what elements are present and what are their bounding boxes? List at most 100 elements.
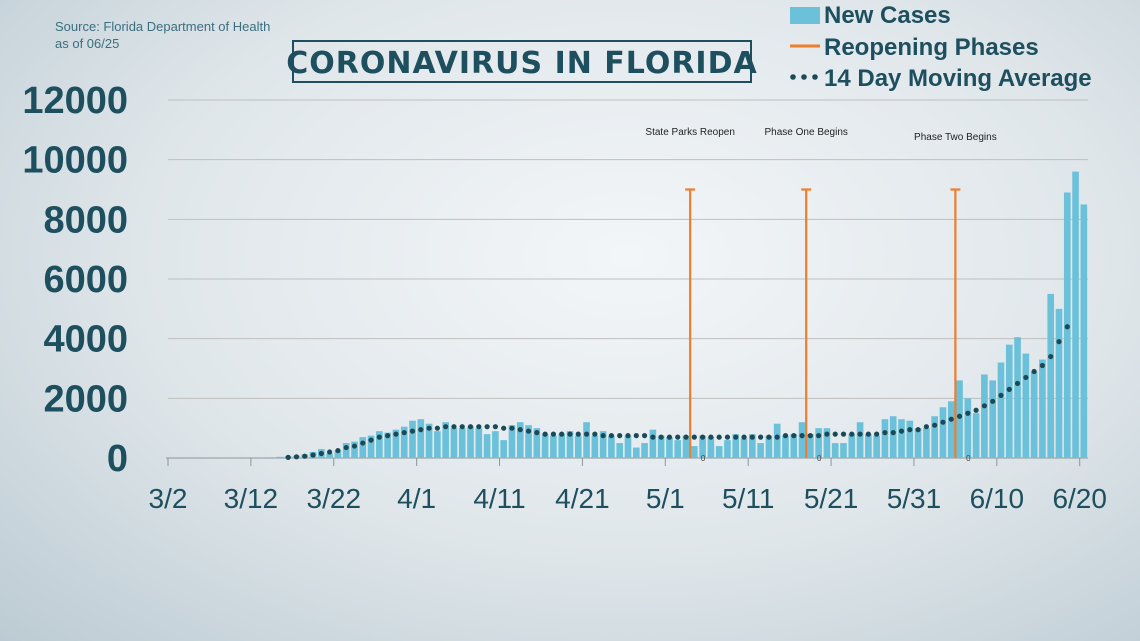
x-tick-label: 5/1 (646, 483, 685, 514)
new-cases-bar (956, 380, 963, 458)
moving-average-point (575, 431, 581, 437)
moving-average-point (1014, 380, 1021, 387)
new-cases-bar (773, 423, 781, 458)
new-cases-bar (525, 425, 532, 458)
moving-average-point (583, 431, 590, 437)
reopening-phase-lines: State Parks Reopen 0 Phase One Begins 0 Phas… (645, 127, 996, 463)
moving-average-point (658, 434, 664, 440)
new-cases-bar (400, 426, 408, 458)
moving-average-point (550, 431, 557, 437)
moving-average-point (691, 434, 697, 440)
moving-average-point (409, 428, 416, 434)
new-cases-bar (550, 435, 557, 459)
legend-new-cases-swatch (790, 7, 820, 24)
moving-average-point (675, 434, 681, 440)
source-line: Source: Florida Department of Health (55, 19, 270, 34)
moving-average-point (476, 424, 482, 430)
new-cases-bar (765, 435, 773, 459)
moving-average-point (998, 392, 1004, 398)
new-cases-bar (964, 398, 972, 458)
moving-average-point (293, 454, 300, 460)
moving-average-point (1048, 353, 1054, 360)
moving-average-point (542, 431, 548, 437)
new-cases-bar (409, 420, 416, 458)
new-cases-bar (807, 434, 814, 458)
new-cases-bar (342, 443, 350, 458)
new-cases-bar (997, 362, 1005, 458)
new-cases-bar (707, 437, 715, 458)
moving-average-point (799, 433, 805, 439)
moving-average-point (865, 431, 871, 437)
moving-average-point (840, 431, 847, 437)
moving-average-point (534, 430, 540, 436)
moving-average-point (1006, 386, 1012, 392)
x-tick-label: 6/10 (970, 483, 1025, 514)
new-cases-bar (782, 435, 789, 459)
new-cases-bar (467, 426, 474, 458)
moving-average-point (749, 434, 755, 440)
new-cases-bar (682, 435, 690, 459)
y-tick-label: 2000 (43, 378, 128, 420)
new-cases-bar (516, 422, 524, 458)
phase-zero-label: 0 (701, 454, 706, 463)
new-cases-bar (666, 437, 673, 458)
moving-average-point (1056, 339, 1062, 345)
new-cases-bar (674, 440, 682, 458)
new-cases-bars (260, 171, 1088, 459)
phase-label: Phase Two Begins (914, 132, 997, 143)
moving-average-point (393, 431, 399, 437)
new-cases-bar (749, 434, 756, 458)
moving-average-point (965, 410, 971, 416)
new-cases-bar (856, 422, 864, 458)
x-tick-label: 4/1 (397, 483, 436, 514)
moving-average-point (849, 431, 855, 437)
moving-average-point (335, 447, 341, 454)
y-tick-label: 12000 (22, 80, 128, 122)
as-of-date: as of 06/25 (55, 36, 119, 51)
moving-average-point (617, 433, 623, 439)
new-cases-bar (881, 419, 889, 458)
x-tick-label: 5/31 (887, 483, 942, 514)
legend-moving-avg-label: 14 Day Moving Average (824, 65, 1092, 92)
moving-average-point (360, 440, 366, 446)
new-cases-bar (1047, 293, 1055, 458)
new-cases-bar (923, 428, 930, 458)
moving-average-point (716, 434, 722, 440)
new-cases-bar (989, 380, 996, 458)
new-cases-bar (492, 431, 499, 458)
moving-average-point (492, 424, 498, 430)
moving-average-point (343, 444, 349, 451)
new-cases-bar (417, 419, 425, 458)
new-cases-bar (608, 435, 615, 459)
new-cases-bar (823, 428, 831, 458)
moving-average-point (1039, 362, 1046, 369)
x-tick-label: 4/11 (473, 483, 525, 514)
new-cases-bar (533, 428, 541, 458)
new-cases-bar (425, 423, 433, 458)
phase-label: State Parks Reopen (645, 127, 735, 138)
new-cases-bar (815, 428, 822, 458)
new-cases-bar (351, 441, 358, 458)
new-cases-bar (724, 440, 731, 458)
new-cases-bar (376, 431, 383, 458)
moving-average-point (699, 434, 706, 440)
new-cases-bar (583, 422, 590, 458)
new-cases-bar (914, 428, 922, 458)
x-tick-label: 4/21 (555, 483, 610, 514)
new-cases-bar (434, 431, 441, 458)
y-tick-label: 10000 (22, 140, 128, 182)
moving-average-point (285, 454, 291, 460)
moving-average-point (948, 416, 954, 422)
new-cases-bar (947, 401, 955, 458)
chart-title: CORONAVIRUS IN FLORIDA (286, 46, 757, 81)
new-cases-bar (392, 429, 400, 458)
new-cases-bar (1030, 371, 1038, 458)
moving-average-point (418, 427, 424, 433)
moving-average-point (517, 427, 523, 433)
moving-average-point (385, 433, 391, 439)
moving-average-point (484, 424, 490, 430)
new-cases-bar (458, 428, 466, 458)
moving-average-point (426, 425, 432, 431)
new-cases-bar (450, 428, 458, 458)
